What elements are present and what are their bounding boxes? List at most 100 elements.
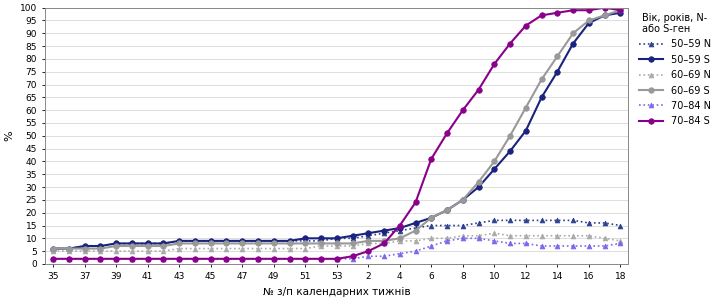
50–59 N xyxy=(112,242,121,245)
60–69 N xyxy=(553,234,561,237)
50–59 S xyxy=(521,129,530,132)
60–69 S xyxy=(285,242,294,245)
70–84 S xyxy=(601,6,609,9)
50–59 N xyxy=(64,247,73,250)
70–84 N xyxy=(175,257,184,261)
50–59 N xyxy=(222,239,231,243)
70–84 S xyxy=(616,8,625,12)
70–84 N xyxy=(380,254,388,258)
60–69 S xyxy=(332,242,341,245)
70–84 S xyxy=(553,11,561,14)
50–59 S xyxy=(238,239,247,243)
70–84 S xyxy=(159,257,168,261)
50–59 N xyxy=(175,239,184,243)
60–69 N xyxy=(80,249,89,253)
70–84 N xyxy=(474,237,483,240)
70–84 S xyxy=(80,257,89,261)
70–84 N xyxy=(490,239,498,243)
60–69 N xyxy=(96,249,104,253)
50–59 N xyxy=(553,219,561,222)
70–84 S xyxy=(270,257,278,261)
60–69 S xyxy=(616,8,625,12)
60–69 S xyxy=(364,239,373,243)
60–69 S xyxy=(443,208,451,212)
70–84 N xyxy=(601,244,609,248)
70–84 N xyxy=(569,244,578,248)
50–59 S xyxy=(474,185,483,189)
50–59 S xyxy=(207,239,215,243)
50–59 N xyxy=(569,219,578,222)
60–69 S xyxy=(380,239,388,243)
50–59 N xyxy=(80,244,89,248)
60–69 S xyxy=(521,106,530,110)
70–84 N xyxy=(616,242,625,245)
60–69 S xyxy=(553,54,561,58)
50–59 S xyxy=(64,247,73,250)
70–84 N xyxy=(191,257,199,261)
60–69 S xyxy=(207,242,215,245)
60–69 S xyxy=(144,244,152,248)
60–69 N xyxy=(112,249,121,253)
50–59 S xyxy=(380,229,388,232)
50–59 S xyxy=(112,242,121,245)
50–59 S xyxy=(317,237,325,240)
60–69 N xyxy=(175,247,184,250)
50–59 S xyxy=(601,14,609,17)
50–59 S xyxy=(301,237,310,240)
Y-axis label: %: % xyxy=(4,131,14,141)
50–59 N xyxy=(506,219,514,222)
70–84 N xyxy=(317,257,325,261)
70–84 S xyxy=(427,157,435,161)
Line: 70–84 N: 70–84 N xyxy=(51,236,623,261)
60–69 N xyxy=(569,234,578,237)
50–59 S xyxy=(443,208,451,212)
60–69 N xyxy=(616,239,625,243)
60–69 S xyxy=(254,242,262,245)
50–59 N xyxy=(191,239,199,243)
60–69 N xyxy=(537,234,546,237)
60–69 N xyxy=(474,234,483,237)
60–69 N xyxy=(332,244,341,248)
60–69 N xyxy=(443,237,451,240)
70–84 S xyxy=(585,8,593,12)
60–69 N xyxy=(364,242,373,245)
60–69 N xyxy=(427,237,435,240)
60–69 N xyxy=(506,234,514,237)
60–69 S xyxy=(238,242,247,245)
60–69 N xyxy=(128,249,137,253)
60–69 N xyxy=(380,242,388,245)
50–59 N xyxy=(144,242,152,245)
Line: 60–69 S: 60–69 S xyxy=(50,8,623,251)
50–59 N xyxy=(490,219,498,222)
60–69 S xyxy=(270,242,278,245)
50–59 N xyxy=(270,239,278,243)
70–84 S xyxy=(238,257,247,261)
70–84 S xyxy=(411,201,420,204)
60–69 N xyxy=(458,234,467,237)
70–84 N xyxy=(348,257,357,261)
60–69 N xyxy=(207,247,215,250)
70–84 S xyxy=(254,257,262,261)
70–84 N xyxy=(521,242,530,245)
60–69 N xyxy=(270,247,278,250)
50–59 S xyxy=(616,11,625,14)
60–69 S xyxy=(506,134,514,138)
70–84 N xyxy=(207,257,215,261)
70–84 S xyxy=(317,257,325,261)
50–59 S xyxy=(395,226,404,230)
70–84 N xyxy=(427,244,435,248)
70–84 N xyxy=(128,257,137,261)
70–84 S xyxy=(395,224,404,227)
60–69 N xyxy=(317,244,325,248)
50–59 N xyxy=(601,221,609,225)
70–84 S xyxy=(64,257,73,261)
60–69 N xyxy=(191,247,199,250)
70–84 S xyxy=(96,257,104,261)
Line: 50–59 S: 50–59 S xyxy=(50,10,623,251)
50–59 S xyxy=(222,239,231,243)
60–69 S xyxy=(411,229,420,232)
50–59 S xyxy=(144,242,152,245)
70–84 S xyxy=(537,14,546,17)
50–59 S xyxy=(332,237,341,240)
50–59 S xyxy=(585,21,593,25)
